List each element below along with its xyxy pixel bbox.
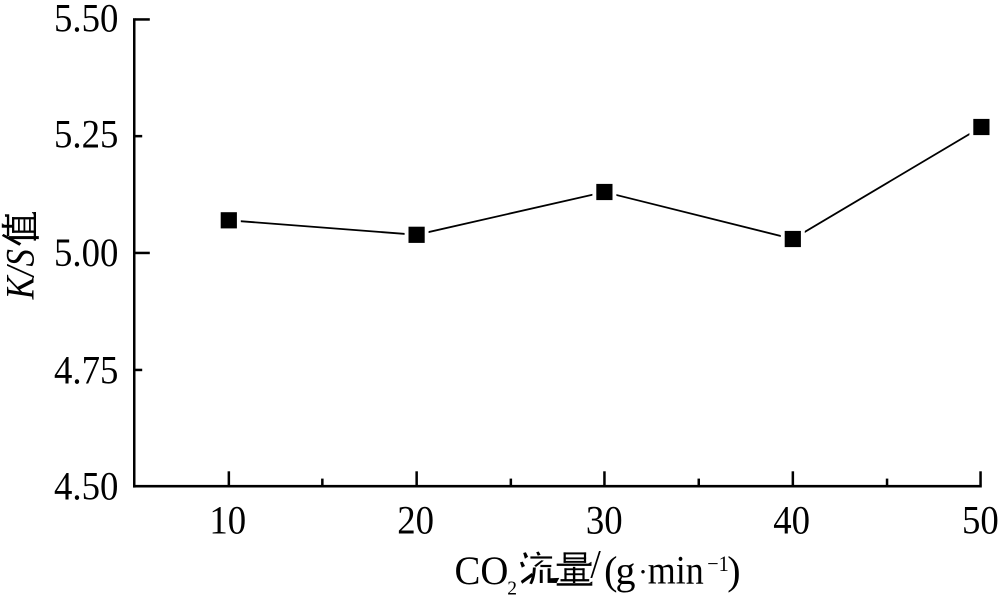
svg-text:·: · [638, 555, 648, 588]
svg-text:20: 20 [397, 499, 434, 543]
svg-text:40: 40 [773, 499, 810, 543]
svg-text:5.00: 5.00 [54, 232, 118, 276]
svg-text:4.75: 4.75 [54, 349, 118, 393]
svg-text:−1: −1 [707, 551, 729, 576]
svg-text:5.25: 5.25 [54, 113, 118, 157]
svg-text:min: min [648, 549, 704, 593]
svg-text:5.50: 5.50 [54, 0, 118, 41]
svg-text:10: 10 [209, 499, 246, 543]
svg-text:30: 30 [586, 499, 623, 543]
svg-text:CO: CO [455, 548, 509, 593]
svg-text:): ) [727, 548, 740, 593]
svg-text:/: / [590, 542, 601, 586]
svg-text:4.50: 4.50 [54, 465, 118, 509]
svg-text:K/S: K/S [0, 249, 43, 300]
svg-text:50: 50 [962, 499, 999, 543]
svg-text:g: g [616, 548, 636, 593]
svg-text:2: 2 [507, 578, 517, 599]
svg-text:(: ( [604, 548, 617, 593]
